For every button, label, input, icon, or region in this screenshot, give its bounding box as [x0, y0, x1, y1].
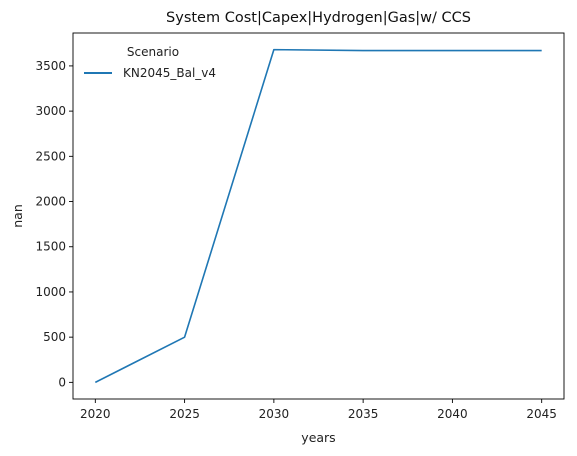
x-tick-label: 2020	[80, 407, 111, 421]
y-tick-label: 2500	[35, 149, 66, 163]
y-tick-label: 3000	[35, 104, 66, 118]
chart-title: System Cost|Capex|Hydrogen|Gas|w/ CCS	[166, 10, 471, 26]
x-tick-label: 2025	[169, 407, 200, 421]
y-tick-label: 0	[58, 375, 66, 389]
x-tick-label: 2035	[348, 407, 379, 421]
legend: Scenario KN2045_Bal_v4	[84, 45, 216, 80]
series-layer	[94, 48, 542, 384]
y-axis-title: nan	[10, 204, 25, 228]
x-tick-label: 2045	[526, 407, 557, 421]
legend-label: KN2045_Bal_v4	[123, 66, 216, 80]
legend-title: Scenario	[127, 45, 179, 59]
y-tick-label: 3500	[35, 59, 66, 73]
y-tick-label: 1000	[35, 285, 66, 299]
y-tick-label: 500	[43, 330, 66, 344]
y-tick-label: 2000	[35, 195, 66, 209]
y-axis: 0 500 1000 1500 2000 2500 3000 3500	[35, 59, 73, 389]
series-line	[94, 48, 542, 384]
plot-area-frame	[72, 32, 565, 400]
x-axis-title: years	[301, 430, 335, 445]
x-tick-label: 2040	[437, 407, 468, 421]
x-axis: 2020 2025 2030 2035 2040 2045	[80, 399, 557, 421]
y-tick-label: 1500	[35, 240, 66, 254]
x-tick-label: 2030	[259, 407, 290, 421]
